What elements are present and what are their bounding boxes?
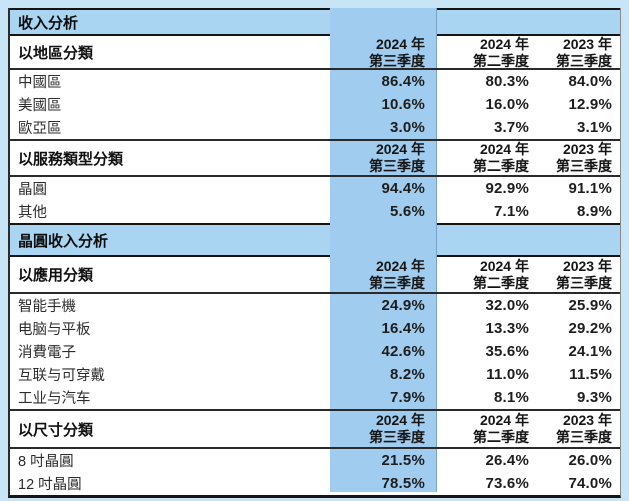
table-row-wafer: 晶圓 94.4% 92.9% 91.1% [10,177,620,200]
value-cell: 13.3% [485,320,529,337]
value-cell: 9.3% [577,389,612,406]
quarter-header-2024q3: 2024 年 第三季度 [369,141,425,174]
row-label: 晶圓 [18,182,47,198]
quarter-header-2024q3: 2024 年 第三季度 [369,412,425,445]
row-label: 工业与汽车 [18,391,91,407]
table-row-8inch-wafer: 8 吋晶圓 21.5% 26.4% 26.0% [10,449,620,472]
quarter-header-2023q3: 2023 年 第三季度 [556,141,612,174]
quarter-header-2023q3: 2023 年 第三季度 [556,257,612,291]
row-label: 互联与可穿戴 [18,368,105,384]
row-label: 其他 [18,205,47,221]
value-cell: 84.0% [568,73,612,90]
table-row-other: 其他 5.6% 7.1% 8.9% [10,200,620,223]
value-cell: 24.9% [381,297,425,314]
value-cell: 11.5% [569,366,612,383]
value-cell: 24.1% [568,343,612,360]
section-header-by-application: 以應用分類 2024 年 第三季度 2024 年 第二季度 2023 年 第三季… [10,257,620,294]
quarter-header-2024q2: 2024 年 第二季度 [473,412,529,445]
table-row-smartphone: 智能手機 24.9% 32.0% 25.9% [10,294,620,317]
section-header-by-region: 以地區分類 2024 年 第三季度 2024 年 第二季度 2023 年 第三季… [10,36,620,70]
table-row-connectivity-wearables: 互联与可穿戴 8.2% 11.0% 11.5% [10,363,620,386]
value-cell: 3.1% [577,119,612,136]
value-cell: 73.6% [485,475,529,492]
row-label: 8 吋晶圓 [18,454,74,470]
value-cell: 32.0% [485,297,529,314]
section-label: 以服務類型分類 [18,150,124,168]
value-cell: 92.9% [485,180,529,197]
value-cell: 3.0% [390,119,425,136]
value-cell: 29.2% [568,320,612,337]
quarter-header-2023q3: 2023 年 第三季度 [556,36,612,69]
table-row-12inch-wafer: 12 吋晶圓 78.5% 73.6% 74.0% [10,472,620,495]
quarter-header-2024q2: 2024 年 第二季度 [473,257,529,291]
value-cell: 42.6% [381,343,425,360]
row-label: 电脑与平板 [18,322,91,338]
value-cell: 26.4% [485,452,529,469]
value-cell: 35.6% [485,343,529,360]
row-label: 智能手機 [18,299,76,315]
value-cell: 21.5% [381,452,425,469]
table-row-consumer-electronics: 消費電子 42.6% 35.6% 24.1% [10,340,620,363]
section-header-by-service-type: 以服務類型分類 2024 年 第三季度 2024 年 第二季度 2023 年 第… [10,139,620,177]
value-cell: 26.0% [568,452,612,469]
table-row-industrial-automotive: 工业与汽车 7.9% 8.1% 9.3% [10,386,620,409]
row-label: 歐亞區 [18,121,62,137]
quarter-header-2023q3: 2023 年 第三季度 [556,412,612,445]
value-cell: 8.2% [390,366,425,383]
row-label: 美國區 [18,98,62,114]
row-label: 消費電子 [18,345,76,361]
row-label: 12 吋晶圓 [18,477,82,493]
section-label: 以地區分類 [18,45,94,63]
section-header-by-size: 以尺寸分類 2024 年 第三季度 2024 年 第二季度 2023 年 第三季… [10,409,620,449]
quarter-header-2024q3: 2024 年 第三季度 [369,36,425,69]
value-cell: 12.9% [568,96,612,113]
section-label: 以尺寸分類 [18,421,94,439]
value-cell: 80.3% [485,73,529,90]
value-cell: 11.0% [486,366,529,383]
band-wafer-revenue-title: 晶圓收入分析 [18,232,109,250]
quarter-header-2024q2: 2024 年 第二季度 [473,36,529,69]
section-label: 以應用分類 [18,267,94,284]
table-row-eurasia: 歐亞區 3.0% 3.7% 3.1% [10,116,620,139]
table-row-china: 中國區 86.4% 80.3% 84.0% [10,70,620,93]
value-cell: 25.9% [568,297,612,314]
table-row-pc-tablet: 电脑与平板 16.4% 13.3% 29.2% [10,317,620,340]
value-cell: 10.6% [381,96,425,113]
band-revenue-analysis: 收入分析 [10,8,620,36]
quarter-header-2024q2: 2024 年 第二季度 [473,141,529,174]
value-cell: 8.1% [494,389,529,406]
value-cell: 7.9% [390,389,425,406]
value-cell: 16.0% [485,96,529,113]
current-quarter-highlight-stripe [330,8,437,492]
value-cell: 78.5% [381,475,425,492]
quarter-header-2024q3: 2024 年 第三季度 [369,257,425,291]
value-cell: 74.0% [568,475,612,492]
band-wafer-revenue-analysis: 晶圓收入分析 [10,223,620,257]
value-cell: 86.4% [381,73,425,90]
row-label: 中國區 [18,75,62,91]
value-cell: 7.1% [494,203,529,220]
value-cell: 94.4% [381,180,425,197]
value-cell: 5.6% [390,203,425,220]
value-cell: 91.1% [568,180,612,197]
table-row-usa: 美國區 10.6% 16.0% 12.9% [10,93,620,116]
band-revenue-analysis-title: 收入分析 [18,14,79,32]
value-cell: 16.4% [381,320,425,337]
value-cell: 3.7% [494,119,529,136]
revenue-analysis-table: 收入分析 以地區分類 2024 年 第三季度 2024 年 第二季度 2023 … [8,8,621,498]
value-cell: 8.9% [577,203,612,220]
